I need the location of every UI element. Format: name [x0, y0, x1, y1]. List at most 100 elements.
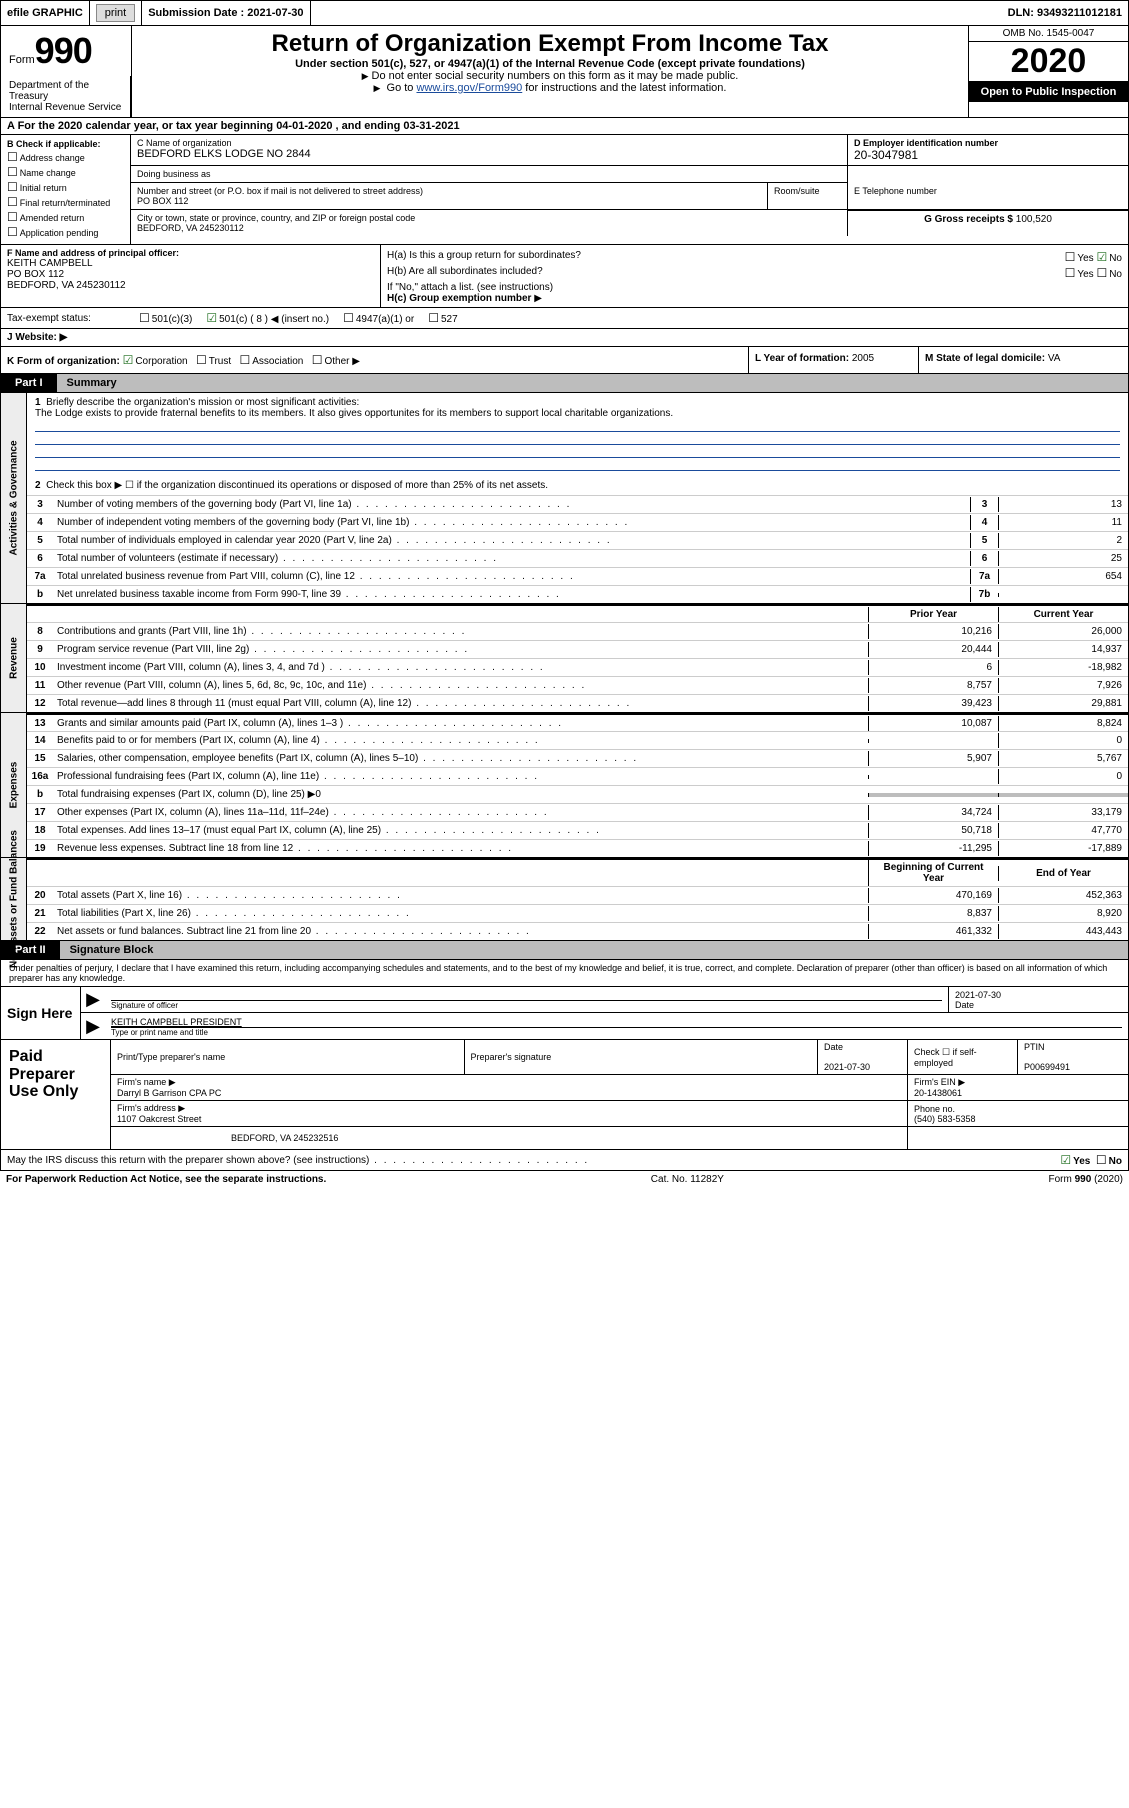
cb-amended-return[interactable]: Amended return [7, 210, 124, 224]
tax-year: 2020 [969, 42, 1128, 81]
firm-addr-cell: Firm's address ▶ 1107 Oakcrest Street [111, 1101, 908, 1126]
print-button[interactable]: print [96, 4, 135, 22]
print-cell: print [90, 1, 142, 25]
i-527[interactable] [428, 311, 441, 325]
hb-yes[interactable] [1065, 266, 1078, 280]
block-b-through-g: B Check if applicable: Address change Na… [0, 135, 1129, 245]
line-11: 11Other revenue (Part VIII, column (A), … [27, 676, 1128, 694]
line-12: 12Total revenue—add lines 8 through 11 (… [27, 694, 1128, 712]
prep-ptin-cell: PTINP00699491 [1018, 1040, 1128, 1074]
part2-header: Part II Signature Block [0, 941, 1129, 960]
i-501c3[interactable] [139, 311, 152, 325]
form-subtitle: Under section 501(c), 527, or 4947(a)(1)… [142, 58, 958, 70]
cb-application-pending[interactable]: Application pending [7, 225, 124, 239]
line-7a: 7aTotal unrelated business revenue from … [27, 567, 1128, 585]
sidebar-rev: Revenue [1, 604, 27, 712]
cb-name-change[interactable]: Name change [7, 165, 124, 179]
f-officer: F Name and address of principal officer:… [1, 245, 381, 307]
irs-yes[interactable] [1060, 1153, 1073, 1167]
hb-no[interactable] [1096, 266, 1109, 280]
sig-declaration: Under penalties of perjury, I declare th… [0, 960, 1129, 987]
prep-name-cell: Print/Type preparer's name [111, 1040, 465, 1074]
part1-header: Part I Summary [0, 374, 1129, 393]
line-b: bNet unrelated business taxable income f… [27, 585, 1128, 603]
sig-date-cell: 2021-07-30Date [948, 987, 1128, 1012]
note-ssn: Do not enter social security numbers on … [142, 70, 958, 82]
line-15: 15Salaries, other compensation, employee… [27, 749, 1128, 767]
prep-selfemp-cell[interactable]: Check ☐ if self-employed [908, 1040, 1018, 1074]
dept-treasury: Department of the Treasury Internal Reve… [1, 76, 131, 117]
cb-initial-return[interactable]: Initial return [7, 180, 124, 194]
ha-yes[interactable] [1065, 250, 1078, 264]
m-state: M State of legal domicile: VA [918, 347, 1128, 373]
open-public-badge: Open to Public Inspection [969, 81, 1128, 102]
phone-cell: E Telephone number [848, 183, 1128, 209]
submission-cell: Submission Date : 2021-07-30 [142, 1, 310, 25]
prep-date-cell: Date2021-07-30 [818, 1040, 908, 1074]
cb-final-return[interactable]: Final return/terminated [7, 195, 124, 209]
h-col: H(a) Is this a group return for subordin… [381, 245, 1128, 307]
website-row: J Website: ▶ [0, 329, 1129, 347]
room-cell: Room/suite [768, 183, 848, 209]
line-16a: 16aProfessional fundraising fees (Part I… [27, 767, 1128, 785]
sig-arrow-icon: ▶ [81, 987, 105, 1012]
title-right: OMB No. 1545-0047 2020 Open to Public In… [968, 26, 1128, 117]
i-501c[interactable] [206, 311, 219, 325]
line-b: bTotal fundraising expenses (Part IX, co… [27, 785, 1128, 803]
form-title: Return of Organization Exempt From Incom… [142, 30, 958, 58]
prep-sig-cell: Preparer's signature [465, 1040, 819, 1074]
line-3: 3Number of voting members of the governi… [27, 495, 1128, 513]
sidebar-ag: Activities & Governance [1, 393, 27, 603]
line-20: 20Total assets (Part X, line 16)470,1694… [27, 886, 1128, 904]
k-form-org: K Form of organization: Corporation Trus… [1, 347, 748, 373]
ha-no[interactable] [1096, 250, 1109, 264]
title-center: Return of Organization Exempt From Incom… [132, 26, 968, 117]
footer-right: Form 990 (2020) [1049, 1174, 1123, 1185]
line2: 2 Check this box ▶ ☐ if the organization… [27, 476, 1128, 495]
k-corp[interactable] [123, 353, 136, 367]
omb-number: OMB No. 1545-0047 [969, 26, 1128, 42]
part1-ag: Activities & Governance 1 Briefly descri… [0, 393, 1129, 604]
line-8: 8Contributions and grants (Part VIII, li… [27, 622, 1128, 640]
k-other[interactable] [312, 353, 325, 367]
dln-cell: DLN: 93493211012181 [1002, 1, 1128, 25]
line-17: 17Other expenses (Part IX, column (A), l… [27, 803, 1128, 821]
efile-label: efile GRAPHIC [1, 1, 90, 25]
line-a: A For the 2020 calendar year, or tax yea… [0, 118, 1129, 135]
line-21: 21Total liabilities (Part X, line 26)8,8… [27, 904, 1128, 922]
line-13: 13Grants and similar amounts paid (Part … [27, 713, 1128, 731]
firm-addr2-cell: BEDFORD, VA 245232516 [111, 1127, 908, 1149]
part1-title: Summary [57, 374, 1128, 392]
part1-tab: Part I [1, 374, 57, 392]
irs-link[interactable]: www.irs.gov/Form990 [416, 82, 522, 94]
street-cell: Number and street (or P.O. box if mail i… [131, 183, 768, 209]
footer-left: For Paperwork Reduction Act Notice, see … [6, 1174, 326, 1185]
line-6: 6Total number of volunteers (estimate if… [27, 549, 1128, 567]
cb-address-change[interactable]: Address change [7, 150, 124, 164]
org-name-cell: C Name of organization BEDFORD ELKS LODG… [131, 135, 848, 165]
sign-here-label: Sign Here [1, 987, 81, 1039]
sig-arrow2-icon: ▶ [81, 1013, 105, 1039]
part1-na: Net Assets or Fund Balances Beginning of… [0, 858, 1129, 941]
firm-phone-cell: Phone no. (540) 583-5358 [908, 1101, 1128, 1126]
irs-discuss-row: May the IRS discuss this return with the… [0, 1150, 1129, 1171]
irs-no[interactable] [1096, 1153, 1109, 1167]
part1-rev: Revenue Prior Year Current Year 8Contrib… [0, 604, 1129, 713]
tax-exempt-row: Tax-exempt status: 501(c)(3) 501(c) ( 8 … [0, 308, 1129, 329]
firm-ein-cell: Firm's EIN ▶ 20-1438061 [908, 1075, 1128, 1100]
rev-header: Prior Year Current Year [27, 604, 1128, 622]
preparer-block: Paid Preparer Use Only Print/Type prepar… [0, 1040, 1129, 1150]
gross-receipts-cell: G Gross receipts $ 100,520 [848, 210, 1128, 236]
line-14: 14Benefits paid to or for members (Part … [27, 731, 1128, 749]
k-trust[interactable] [196, 353, 209, 367]
note-goto: Go to www.irs.gov/Form990 for instructio… [142, 82, 958, 94]
k-assoc[interactable] [239, 353, 252, 367]
line-4: 4Number of independent voting members of… [27, 513, 1128, 531]
footer: For Paperwork Reduction Act Notice, see … [0, 1171, 1129, 1188]
sidebar-na: Net Assets or Fund Balances [1, 858, 27, 940]
line-19: 19Revenue less expenses. Subtract line 1… [27, 839, 1128, 857]
col-c: C Name of organization BEDFORD ELKS LODG… [131, 135, 1128, 244]
i-4947[interactable] [343, 311, 356, 325]
line1: 1 Briefly describe the organization's mi… [27, 393, 1128, 476]
col-b-checkboxes: B Check if applicable: Address change Na… [1, 135, 131, 244]
